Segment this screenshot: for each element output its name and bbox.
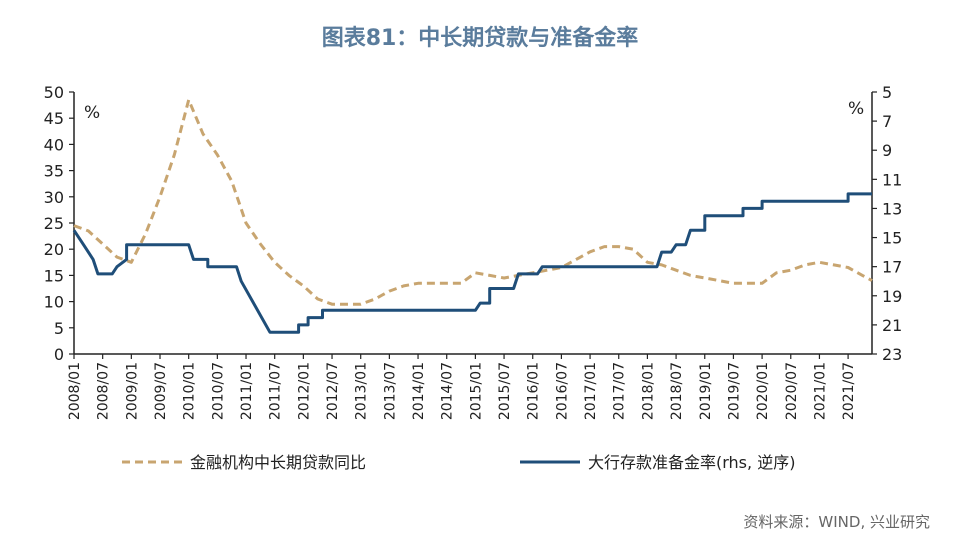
- x-tick-label: 2020/01: [755, 362, 771, 420]
- y-left-tick-label: 25: [44, 214, 64, 233]
- x-tick-label: 2014/01: [411, 362, 427, 420]
- x-tick-label: 2014/07: [440, 362, 456, 420]
- x-tick-label: 2020/07: [784, 362, 800, 420]
- y-right-tick-label: 11: [882, 170, 902, 189]
- x-tick-label: 2015/01: [468, 362, 484, 420]
- y-right-tick-label: 15: [882, 229, 902, 248]
- y-left-tick-label: 30: [44, 188, 64, 207]
- chart-title: 图表81：中长期贷款与准备金率: [322, 25, 639, 51]
- x-tick-label: 2017/07: [612, 362, 628, 420]
- x-tick-label: 2016/07: [554, 362, 570, 420]
- x-tick-label: 2011/01: [239, 362, 255, 420]
- x-tick-label: 2009/07: [153, 362, 169, 420]
- x-tick-label: 2013/07: [382, 362, 398, 420]
- plot-area: 0 5 10 15 20 25 30 35 40 45 50 5 7 9 11 13 15 17 19 21 23 2…: [44, 83, 903, 420]
- x-tick-label: 2013/01: [354, 362, 370, 420]
- y-right-tick-label: 19: [882, 287, 902, 306]
- y-right-ticks: 5 7 9 11 13 15 17 19 21 23: [872, 83, 902, 364]
- right-unit-label: %: [848, 99, 864, 119]
- y-left-tick-label: 35: [44, 162, 64, 181]
- x-tick-label: 2010/01: [182, 362, 198, 420]
- x-tick-label: 2010/07: [210, 362, 226, 420]
- x-tick-label: 2012/01: [296, 362, 312, 420]
- x-tick-label: 2021/07: [841, 362, 857, 420]
- x-tick-label: 2019/01: [698, 362, 714, 420]
- legend: 金融机构中长期贷款同比 大行存款准备金率(rhs, 逆序): [122, 453, 795, 472]
- y-left-tick-label: 0: [54, 345, 64, 364]
- x-tick-label: 2018/07: [669, 362, 685, 420]
- x-ticks: 2008/01 2008/07 2009/01 2009/07 2010/01 2010/…: [67, 354, 857, 420]
- x-tick-label: 2019/07: [726, 362, 742, 420]
- y-right-tick-label: 23: [882, 345, 902, 364]
- y-right-tick-label: 21: [882, 316, 902, 335]
- y-right-tick-label: 7: [882, 112, 892, 131]
- y-left-tick-label: 45: [44, 109, 64, 128]
- y-right-tick-label: 9: [882, 141, 892, 160]
- legend-label-loans: 金融机构中长期贷款同比: [190, 453, 366, 472]
- y-right-tick-label: 5: [882, 83, 892, 102]
- series-lines: [72, 98, 873, 334]
- y-left-tick-label: 15: [44, 266, 64, 285]
- x-tick-label: 2011/07: [268, 362, 284, 420]
- left-unit-label: %: [84, 103, 100, 123]
- legend-label-rrr: 大行存款准备金率(rhs, 逆序): [588, 453, 795, 472]
- x-tick-label: 2008/01: [67, 362, 83, 420]
- x-tick-label: 2016/01: [526, 362, 542, 420]
- y-left-ticks: 0 5 10 15 20 25 30 35 40 45 50: [44, 83, 74, 364]
- series-line-rrr: [72, 192, 872, 334]
- y-right-tick-label: 17: [882, 258, 902, 277]
- x-tick-label: 2008/07: [96, 362, 112, 420]
- x-tick-label: 2009/01: [124, 362, 140, 420]
- x-tick-label: 2017/01: [583, 362, 599, 420]
- x-tick-label: 2015/07: [497, 362, 513, 420]
- x-tick-label: 2012/07: [325, 362, 341, 420]
- y-right-tick-label: 13: [882, 199, 902, 218]
- series-line-loans: [73, 98, 873, 306]
- source-note: 资料来源：WIND, 兴业研究: [743, 513, 930, 531]
- y-left-tick-label: 20: [44, 240, 64, 259]
- y-left-tick-label: 5: [54, 319, 64, 338]
- x-tick-label: 2018/01: [640, 362, 656, 420]
- y-left-tick-label: 50: [44, 83, 64, 102]
- y-left-tick-label: 40: [44, 135, 64, 154]
- x-tick-label: 2021/01: [812, 362, 828, 420]
- y-left-tick-label: 10: [44, 293, 64, 312]
